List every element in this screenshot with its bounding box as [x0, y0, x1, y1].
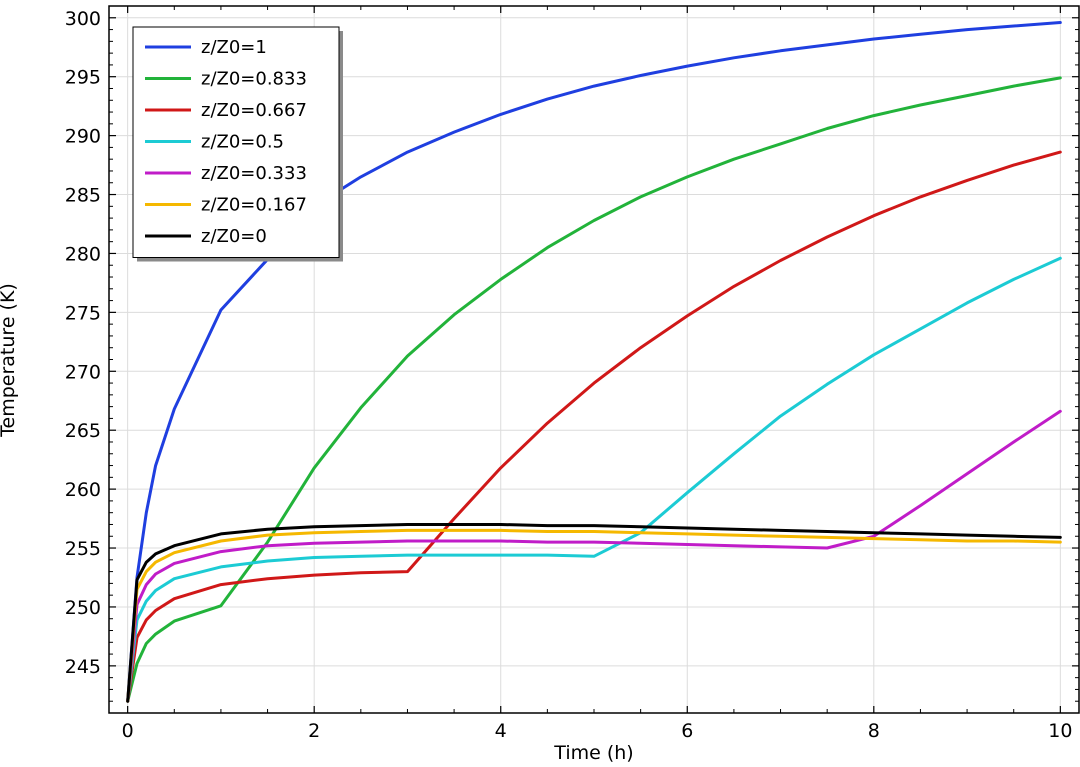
y-tick-label: 290: [65, 126, 101, 148]
x-tick-label: 4: [495, 720, 507, 742]
y-tick-label: 265: [65, 420, 101, 442]
axis-ticks: 0 2 4 6 8 10 245 250 255 260 265 270 275 280 285 290 295…: [65, 6, 1079, 742]
x-axis-title: Time (h): [553, 742, 633, 764]
legend-label: z/Z0=0.833: [201, 69, 307, 90]
series-line-3: [126, 256, 1062, 703]
legend-label: z/Z0=0.167: [201, 195, 307, 216]
legend-entry: z/Z0=0.833: [145, 69, 307, 90]
y-tick-label: 260: [65, 479, 101, 501]
series-line-1: [126, 76, 1062, 703]
x-tick-label: 0: [122, 720, 134, 742]
legend-entry: z/Z0=0.333: [145, 163, 307, 184]
y-tick-label: 280: [65, 243, 101, 265]
series-line-0: [126, 21, 1062, 703]
x-tick-label: 10: [1048, 720, 1072, 742]
legend-label: z/Z0=1: [201, 37, 267, 58]
series-line-4: [126, 409, 1062, 703]
y-tick-label: 275: [65, 302, 101, 324]
series-line-6: [126, 523, 1062, 703]
y-tick-label: 250: [65, 597, 101, 619]
legend-entry: z/Z0=0.667: [145, 100, 307, 121]
legend-entry: z/Z0=0.167: [145, 195, 307, 216]
legend-label: z/Z0=0: [201, 226, 267, 247]
series-line-5: [126, 528, 1062, 703]
grid: [109, 6, 1079, 713]
legend: z/Z0=1 z/Z0=0.833 z/Z0=0.667 z/Z0=0.5 z/Z0=0…: [132, 26, 343, 262]
y-tick-label: 300: [65, 8, 101, 30]
x-tick-label: 6: [681, 720, 693, 742]
series-lines: [126, 21, 1062, 703]
x-tick-label: 2: [308, 720, 320, 742]
y-tick-label: 295: [65, 67, 101, 89]
y-tick-label: 285: [65, 185, 101, 207]
y-tick-label: 245: [65, 656, 101, 678]
y-tick-label: 255: [65, 538, 101, 560]
y-axis-title: Temperature (K): [0, 283, 19, 438]
legend-label: z/Z0=0.5: [201, 132, 284, 153]
legend-label: z/Z0=0.333: [201, 163, 307, 184]
legend-entry: z/Z0=0.5: [145, 132, 284, 153]
x-tick-label: 8: [868, 720, 880, 742]
y-tick-label: 270: [65, 361, 101, 383]
series-line-2: [126, 150, 1062, 703]
legend-entry: z/Z0=1: [145, 37, 267, 58]
legend-label: z/Z0=0.667: [201, 100, 307, 121]
legend-entry: z/Z0=0: [145, 226, 267, 247]
